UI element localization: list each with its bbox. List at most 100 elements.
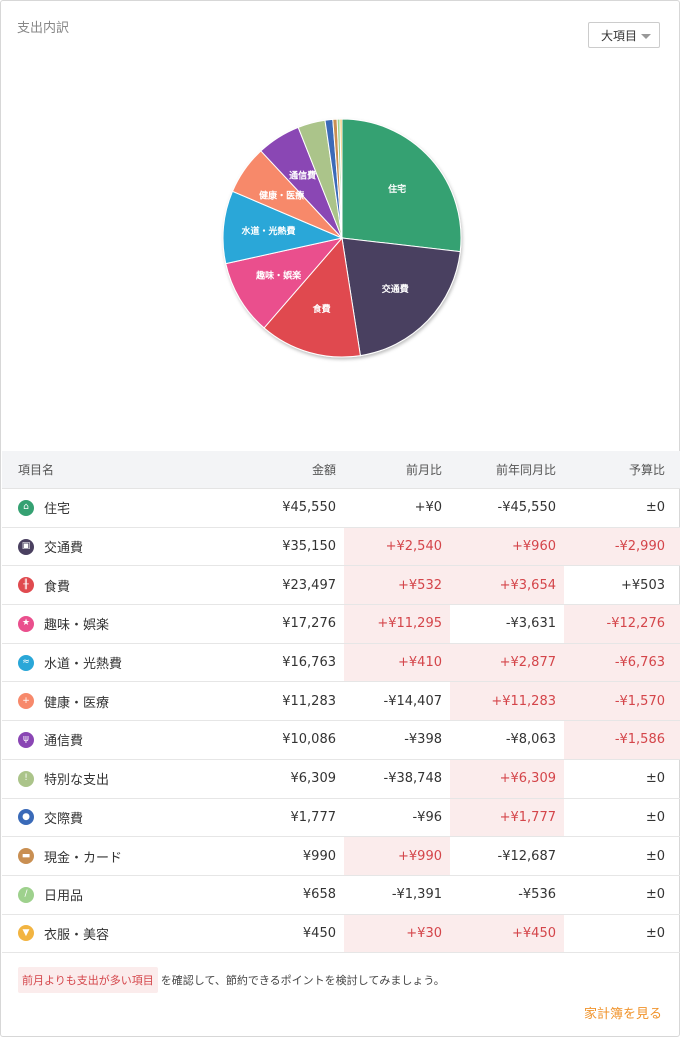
row-name-label: 特別な支出 xyxy=(44,773,110,789)
row-name-label: 現金・カード xyxy=(44,850,123,866)
row-name: ≈ 水道・光熱費 xyxy=(2,644,239,682)
row-prev-year: +¥6,309 xyxy=(450,759,564,798)
pie-slice-label: 健康・医療 xyxy=(259,190,304,202)
table-row: ★ 趣味・娯楽 ¥17,276 +¥11,295 -¥3,631 -¥12,276 xyxy=(2,605,680,644)
view-household-book-link[interactable]: 家計簿を見る xyxy=(583,1007,662,1022)
row-name: ▬ 現金・カード xyxy=(2,837,239,875)
wallet-icon: ▬ xyxy=(18,848,34,865)
table-header: 項目名 金額 前月比 前年同月比 予算比 xyxy=(2,451,680,489)
row-name: ★ 趣味・娯楽 xyxy=(2,605,239,643)
row-prev-year: +¥11,283 xyxy=(450,682,564,721)
row-budget: -¥2,990 xyxy=(564,527,680,566)
row-name: ! 特別な支出 xyxy=(2,760,239,798)
row-prev-year: -¥12,687 xyxy=(497,848,556,864)
header-prev-month: 前月比 xyxy=(405,463,442,477)
row-budget: -¥12,276 xyxy=(564,605,680,643)
pie-slice-label: 通信費 xyxy=(289,170,316,182)
row-prev-month: +¥410 xyxy=(344,643,450,682)
row-name-label: 交際費 xyxy=(44,811,84,827)
row-prev-month: +¥30 xyxy=(344,914,450,953)
row-name-label: 住宅 xyxy=(44,502,71,518)
pie-slice-label: 趣味・娯楽 xyxy=(255,270,302,282)
row-name: + 健康・医療 xyxy=(2,682,239,720)
chevron-down-icon xyxy=(641,34,651,39)
row-amount: ¥11,283 xyxy=(282,693,336,709)
table-row: ▬ 現金・カード ¥990 +¥990 -¥12,687 ±0 xyxy=(2,837,680,876)
row-amount: ¥23,497 xyxy=(282,577,336,593)
pie-slice-label: 食費 xyxy=(312,303,331,315)
row-budget: -¥6,763 xyxy=(564,643,680,682)
row-prev-month: +¥11,295 xyxy=(344,605,450,643)
row-amount: ¥1,777 xyxy=(290,809,337,825)
exclamation-icon: ! xyxy=(18,770,34,787)
table-row: + 健康・医療 ¥11,283 -¥14,407 +¥11,283 -¥1,570 xyxy=(2,682,680,722)
table-row: ● 交際費 ¥1,777 -¥96 +¥1,777 ±0 xyxy=(2,798,680,838)
shirt-icon: ▼ xyxy=(18,925,34,942)
row-prev-year: -¥536 xyxy=(518,887,556,903)
table-body: ⌂ 住宅 ¥45,550 +¥0 -¥45,550 ±0 ▣ 交通費 ¥35,150 +¥2,54… xyxy=(2,489,680,954)
row-budget: ±0 xyxy=(645,848,665,864)
row-amount: ¥10,086 xyxy=(282,732,336,748)
row-budget: ±0 xyxy=(645,809,665,825)
faucet-icon: ≈ xyxy=(18,654,34,671)
row-name: ▣ 交通費 xyxy=(2,528,239,566)
row-name: ▼ 衣服・美容 xyxy=(2,915,239,953)
table-row: ⌂ 住宅 ¥45,550 +¥0 -¥45,550 ±0 xyxy=(2,489,680,528)
leaf-icon: / xyxy=(18,886,34,903)
pie-slice xyxy=(263,236,361,358)
row-amount: ¥6,309 xyxy=(290,771,337,787)
category-level-dropdown[interactable]: 大項目 xyxy=(588,22,660,48)
table-row: ▣ 交通費 ¥35,150 +¥2,540 +¥960 -¥2,990 xyxy=(2,527,680,567)
row-amount: ¥990 xyxy=(302,848,336,864)
expense-pie-chart: 住宅 交通費 食費 趣味・娯楽 水道・光熱費 健康・医療 通信費 xyxy=(211,109,473,371)
row-amount: ¥658 xyxy=(302,887,336,903)
row-prev-year: +¥450 xyxy=(450,914,564,953)
table-row: ╫ 食費 ¥23,497 +¥532 +¥3,654 +¥503 xyxy=(2,566,680,606)
row-prev-month: +¥2,540 xyxy=(344,527,450,566)
row-name-label: 水道・光熱費 xyxy=(44,657,123,673)
pie-slice-label: 水道・光熱費 xyxy=(242,225,296,237)
row-prev-year: +¥2,877 xyxy=(450,643,564,682)
row-name-label: 健康・医療 xyxy=(44,695,110,711)
row-name: ⌂ 住宅 xyxy=(2,489,239,527)
row-budget: ±0 xyxy=(645,887,665,903)
row-name-label: 日用品 xyxy=(44,889,84,905)
pie-slice xyxy=(225,237,344,329)
header-amount: 金額 xyxy=(311,463,336,477)
table-row: / 日用品 ¥658 -¥1,391 -¥536 ±0 xyxy=(2,876,680,915)
header-budget: 予算比 xyxy=(628,463,665,477)
star-icon: ★ xyxy=(18,615,34,632)
row-amount: ¥16,763 xyxy=(282,655,336,671)
fork-knife-icon: ╫ xyxy=(18,577,34,594)
medical-cross-icon: + xyxy=(18,693,34,710)
row-budget: -¥1,570 xyxy=(564,682,680,721)
row-prev-month: +¥990 xyxy=(344,837,450,875)
row-name-label: 通信費 xyxy=(44,734,84,750)
row-name: / 日用品 xyxy=(2,876,239,914)
row-prev-year: +¥3,654 xyxy=(450,566,564,605)
row-prev-year: -¥8,063 xyxy=(505,732,556,748)
table-row: ≈ 水道・光熱費 ¥16,763 +¥410 +¥2,877 -¥6,763 xyxy=(2,643,680,683)
row-prev-month: +¥532 xyxy=(344,566,450,605)
row-name-label: 趣味・娯楽 xyxy=(44,618,110,634)
header-name: 項目名 xyxy=(18,463,55,477)
row-amount: ¥450 xyxy=(302,925,336,941)
table-row: ψ 通信費 ¥10,086 -¥398 -¥8,063 -¥1,586 xyxy=(2,721,680,760)
row-name: ψ 通信費 xyxy=(2,721,239,759)
row-name-label: 衣服・美容 xyxy=(44,927,110,943)
pie-slice-label: 住宅 xyxy=(388,183,406,195)
note-text: を確認して、節約できるポイントを検討してみましょう。 xyxy=(160,974,445,987)
advice-note: 前月よりも支出が多い項目 を確認して、節約できるポイントを検討してみましょう。 xyxy=(18,967,445,993)
row-budget: ±0 xyxy=(645,925,665,941)
row-budget: ±0 xyxy=(645,500,665,516)
train-icon: ▣ xyxy=(18,538,34,555)
card-title: 支出内訳 xyxy=(17,21,70,36)
house-icon: ⌂ xyxy=(18,499,34,516)
row-prev-month: -¥14,407 xyxy=(383,693,442,709)
row-name-label: 食費 xyxy=(44,579,71,595)
expense-table: 項目名 金額 前月比 前年同月比 予算比 ⌂ 住宅 ¥45,550 +¥0 -¥45,5… xyxy=(2,451,680,954)
table-row: ▼ 衣服・美容 ¥450 +¥30 +¥450 ±0 xyxy=(2,914,680,954)
row-amount: ¥17,276 xyxy=(282,616,336,632)
